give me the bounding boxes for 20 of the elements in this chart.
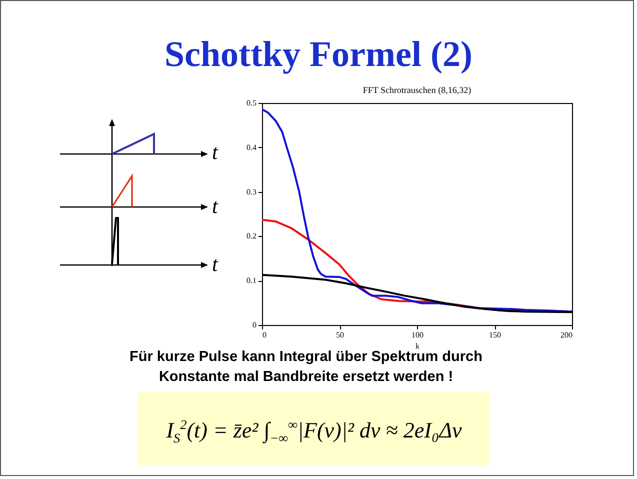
x-tick-label: 100 [412,330,424,340]
chart-title: Schottky Formel (2) [164,33,474,75]
text: t [212,252,218,276]
y-tick-label: 0.3 [246,187,256,196]
text: Für kurze Pulse kann Integral über Spektrum durch Konstante mal Bandbreite ersetzt werden ! [128,348,484,387]
chart-subtitle: FFT Schrotrauschen (8,16,32) [362,85,472,95]
y-tick-label: 0.2 [246,232,256,241]
text: t [212,194,218,218]
x-tick-label: 50 [336,330,344,340]
x-tick-label: 150 [489,330,501,340]
y-tick-label: 0.4 [246,142,256,152]
text: t [212,140,218,164]
text: I$_{S}$$^{2}$(t) = z̄e² ∫$_{−∞}$$^{∞}$|F(ν)|² dν ≈ 2eI₀Δν [165,416,463,448]
x-tick-label: 0 [262,330,266,340]
line-series [262,108,572,313]
y-tick-label: 0.1 [246,276,256,286]
x-tick-label: 200 [560,330,572,340]
y-tick-label: 0 [252,320,256,330]
y-tick-label: 0.5 [246,98,256,108]
x-axis-title: k [416,342,420,350]
